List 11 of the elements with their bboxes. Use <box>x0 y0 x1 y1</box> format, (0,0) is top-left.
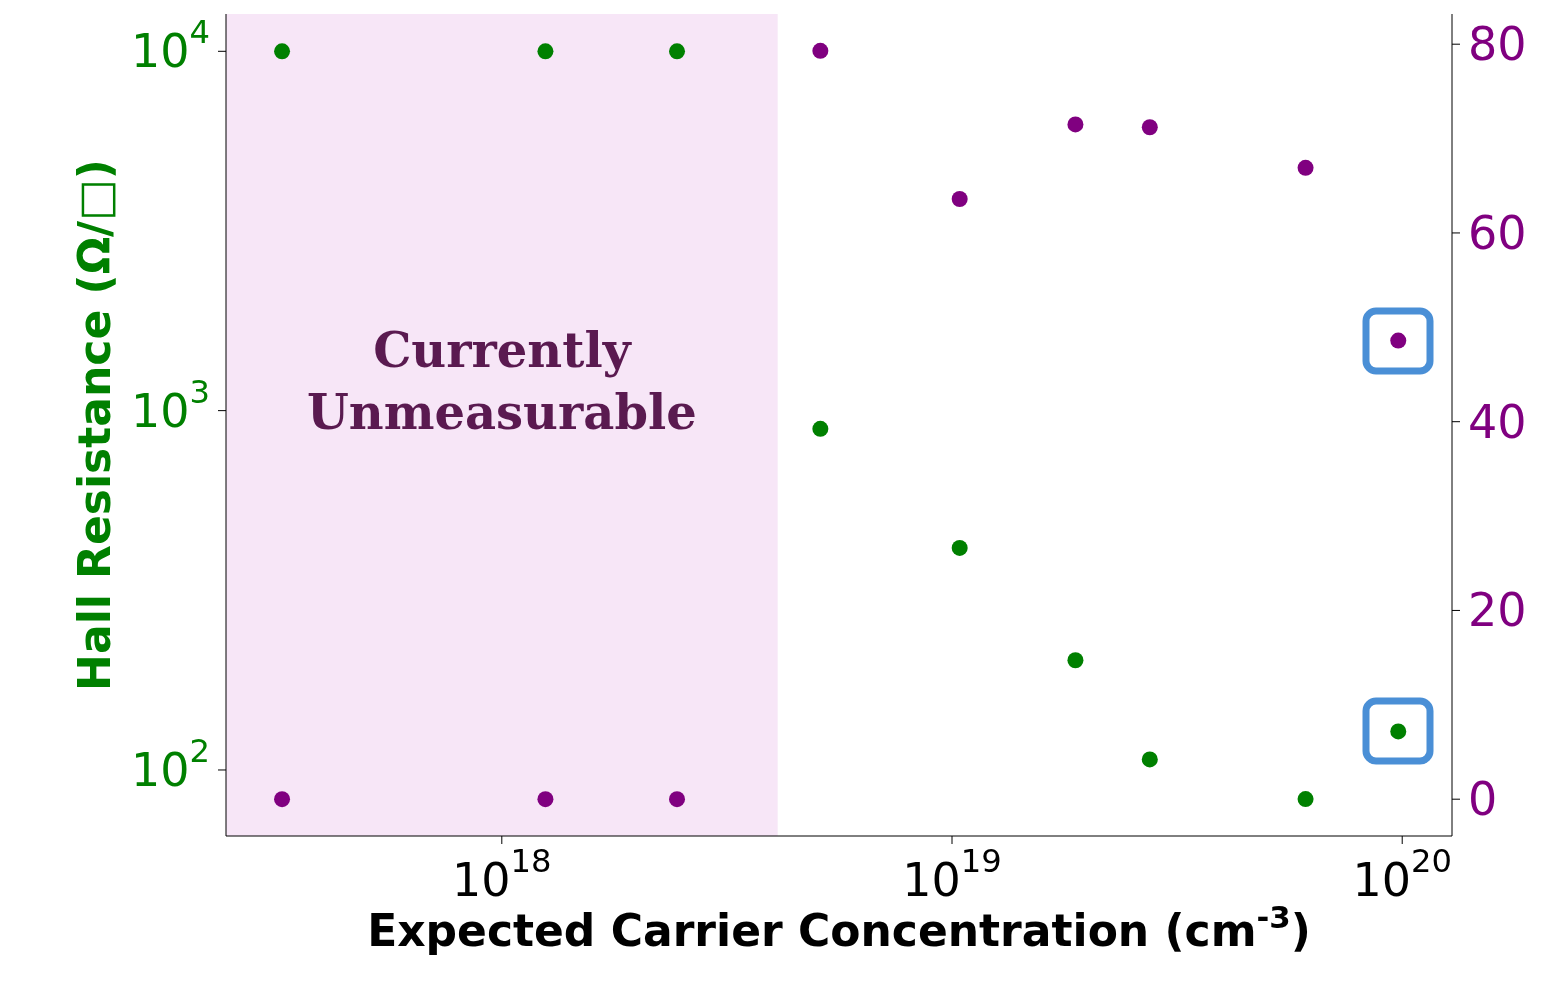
x-tick-label: 10$^{20}$ <box>1352 842 1452 907</box>
y2-tick-label: 80 <box>1468 17 1527 72</box>
y2-tick-label: 40 <box>1468 394 1527 449</box>
y-tick-label: 10$^{4}$ <box>130 13 210 79</box>
y2-tick-label: 60 <box>1468 205 1527 260</box>
y2-tick-label: 20 <box>1468 583 1527 638</box>
band-label: Currently Unmeasurable <box>306 322 697 441</box>
y-tick-label: 10$^{2}$ <box>130 731 210 797</box>
y2-tick-label: 0 <box>1468 772 1498 827</box>
y-axis-title: Hall Resistance (Ω/□) <box>68 159 120 691</box>
y-tick-label: 10$^{3}$ <box>130 372 210 438</box>
